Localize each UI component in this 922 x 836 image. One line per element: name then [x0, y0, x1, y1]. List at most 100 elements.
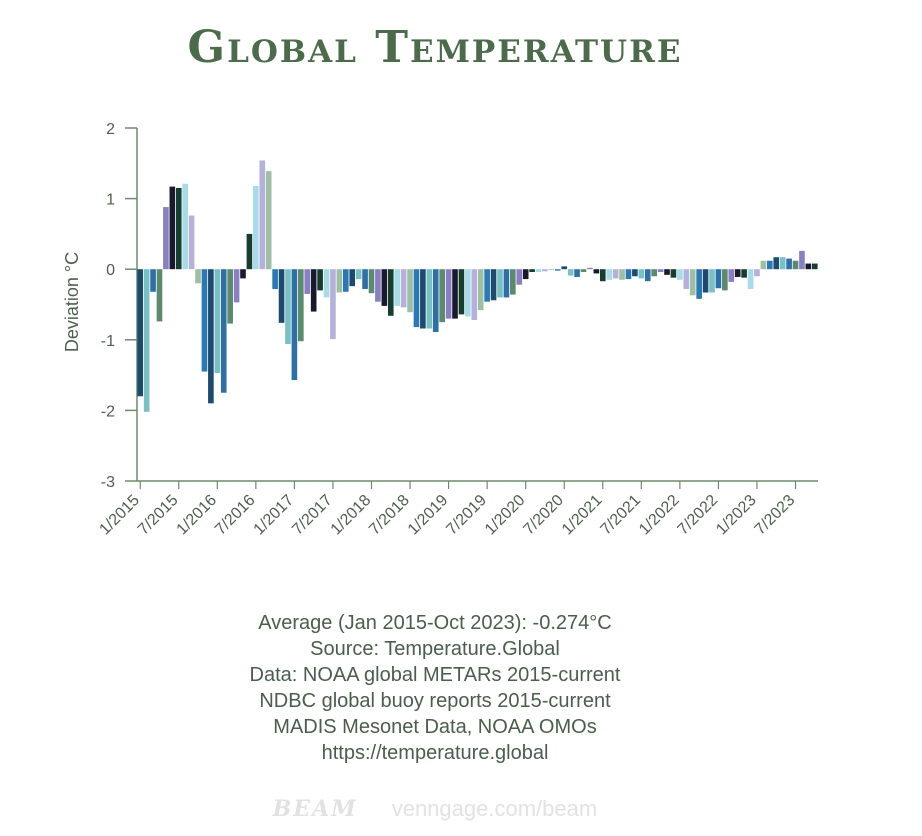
- x-tick-label: 7/2021: [598, 492, 645, 539]
- bar-7/2021: [638, 269, 645, 279]
- bars: [137, 160, 818, 412]
- bar-8/2016: [259, 160, 266, 270]
- bar-1/2022: [677, 269, 683, 280]
- bar-2/2017: [298, 269, 304, 342]
- bar-12/2022: [747, 269, 754, 289]
- bar-6/2018: [400, 269, 407, 308]
- bar-9/2020: [574, 269, 580, 277]
- source-note: Source: Temperature.Global: [310, 638, 560, 660]
- bar-4/2016: [233, 269, 240, 303]
- x-tick-label: 1/2018: [328, 492, 375, 539]
- y-tick-label: 0: [106, 262, 115, 279]
- bar-2/2020: [529, 269, 535, 273]
- x-tick-label: 7/2019: [443, 492, 490, 539]
- bar-6/2015: [169, 186, 176, 270]
- chart-notes: Average (Jan 2015-Oct 2023): -0.274°C So…: [0, 610, 870, 766]
- bar-5/2022: [702, 269, 709, 293]
- bar-10/2017: [349, 269, 356, 287]
- bar-7/2022: [715, 269, 722, 289]
- bar-11/2020: [587, 267, 593, 270]
- bar-1/2020: [522, 269, 529, 280]
- x-tick-label: 7/2016: [212, 492, 259, 539]
- x-tick-label: 7/2018: [366, 492, 413, 539]
- data-note-1: Data: NOAA global METARs 2015-current: [249, 664, 621, 686]
- x-tick-label: 7/2015: [135, 492, 182, 539]
- bar-3/2022: [689, 269, 696, 296]
- bar-6/2020: [554, 269, 561, 271]
- bar-5/2015: [163, 207, 169, 270]
- bar-12/2021: [670, 269, 677, 278]
- bar-11/2017: [355, 269, 362, 280]
- bar-12/2018: [439, 269, 445, 323]
- bar-9/2023: [805, 263, 812, 270]
- y-tick-label: -1: [101, 333, 115, 350]
- bar-11/2016: [278, 269, 285, 323]
- watermark-link: venngage.com/beam: [391, 796, 598, 821]
- bar-11/2018: [432, 269, 439, 333]
- bar-5/2020: [548, 269, 555, 270]
- bar-3/2019: [458, 269, 465, 315]
- bar-8/2017: [336, 269, 343, 293]
- bar-1/2015: [137, 269, 144, 397]
- bar-2/2023: [760, 260, 767, 270]
- bar-12/2017: [362, 269, 368, 289]
- x-tick-label: 7/2020: [520, 492, 567, 539]
- bar-11/2019: [510, 269, 516, 295]
- chart-title: Global Temperature: [187, 22, 683, 73]
- bar-2/2021: [606, 269, 613, 280]
- bar-4/2023: [773, 257, 780, 270]
- bar-1/2016: [214, 269, 221, 373]
- bar-4/2017: [310, 269, 317, 312]
- bar-6/2022: [709, 269, 715, 293]
- bar-7/2015: [175, 188, 182, 270]
- bar-10/2021: [657, 269, 664, 273]
- bar-4/2021: [619, 269, 625, 280]
- bar-8/2021: [644, 269, 651, 282]
- bar-7/2020: [561, 266, 568, 270]
- bar-9/2021: [651, 269, 657, 277]
- bar-10/2018: [426, 269, 433, 329]
- bar-8/2015: [182, 183, 188, 270]
- bar-5/2023: [779, 257, 786, 270]
- bar-10/2016: [272, 269, 278, 289]
- bar-6/2016: [246, 233, 253, 270]
- bar-11/2022: [741, 269, 747, 278]
- bar-10/2015: [195, 269, 201, 284]
- bar-4/2015: [156, 269, 163, 322]
- bar-8/2018: [413, 269, 420, 328]
- bar-3/2021: [612, 269, 619, 279]
- bar-9/2015: [188, 215, 195, 270]
- bar-1/2019: [445, 269, 452, 319]
- x-tick-label: 1/2020: [482, 492, 529, 539]
- bar-1/2023: [754, 269, 760, 277]
- x-tick-label: 1/2022: [636, 492, 683, 539]
- x-tick-label: 1/2023: [713, 492, 760, 539]
- bar-3/2017: [304, 269, 311, 294]
- bar-7/2017: [330, 269, 336, 340]
- bar-9/2018: [420, 269, 426, 329]
- bar-9/2016: [265, 171, 272, 270]
- bar-8/2023: [799, 250, 805, 270]
- bar-9/2019: [497, 269, 503, 298]
- bar-5/2017: [317, 269, 323, 291]
- y-axis: 2 1 0 -1 -2 -3: [101, 121, 138, 491]
- beam-logo: BEAM: [272, 796, 358, 822]
- bar-4/2020: [542, 269, 548, 272]
- bar-11/2015: [201, 269, 208, 372]
- bar-5/2018: [394, 269, 401, 306]
- y-axis-title: Deviation °C: [62, 252, 82, 352]
- data-note-3: MADIS Mesonet Data, NOAA OMOs: [273, 716, 597, 738]
- bar-6/2023: [786, 258, 792, 270]
- average-note: Average (Jan 2015-Oct 2023): -0.274°C: [258, 612, 612, 634]
- data-note-2: NDBC global buoy reports 2015-current: [259, 690, 611, 712]
- x-tick-label: 1/2021: [559, 492, 606, 539]
- y-tick-label: -2: [101, 403, 115, 420]
- x-axis: 1/20157/20151/20167/20161/20177/20171/20…: [96, 480, 818, 539]
- bar-3/2020: [535, 269, 542, 273]
- y-tick-label: 2: [106, 121, 115, 138]
- bar-2/2022: [683, 269, 690, 289]
- bar-9/2017: [342, 269, 349, 292]
- x-tick-label: 7/2017: [289, 492, 336, 539]
- x-tick-label: 7/2022: [675, 492, 722, 539]
- bar-5/2016: [240, 269, 246, 279]
